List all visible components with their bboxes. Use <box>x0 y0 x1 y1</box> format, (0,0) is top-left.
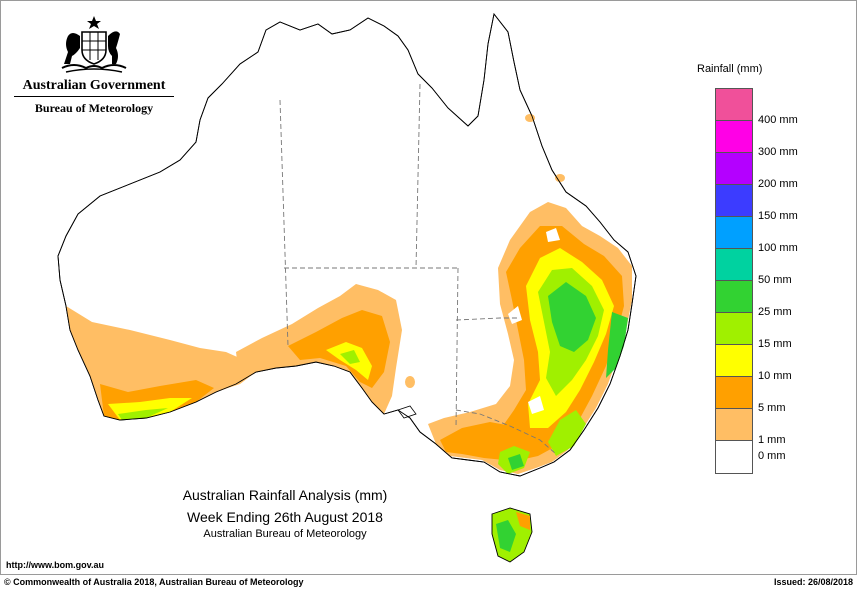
legend-swatch <box>716 313 752 345</box>
nsw-vic-border <box>455 409 557 455</box>
legend-swatch <box>716 377 752 409</box>
website-url[interactable]: http://www.bom.gov.au <box>6 560 104 570</box>
government-logo: Australian Government Bureau of Meteorol… <box>14 14 174 116</box>
legend-swatch <box>716 409 752 441</box>
kangaroo-island <box>397 405 417 419</box>
issued-date: Issued: 26/08/2018 <box>773 577 853 587</box>
tasmania-25mm <box>496 520 516 552</box>
eyre-spot <box>405 376 415 388</box>
legend-label: 5 mm <box>758 402 786 414</box>
nt-qld-border <box>415 83 421 269</box>
map-titles: Australian Rainfall Analysis (mm) Week E… <box>150 487 420 540</box>
sa-east-border <box>455 267 459 429</box>
legend-swatch <box>716 89 752 121</box>
legend-swatch <box>716 153 752 185</box>
east-25mm <box>548 282 596 352</box>
legend-label: 1 mm <box>758 434 786 446</box>
legend-label: 100 mm <box>758 242 798 254</box>
legend-swatch <box>716 121 752 153</box>
legend-label: 400 mm <box>758 114 798 126</box>
bureau-name: Bureau of Meteorology <box>34 101 154 115</box>
legend-swatch <box>716 441 752 473</box>
east-dry-pocket-3 <box>508 306 522 324</box>
legend-title: Rainfall (mm) <box>697 63 763 75</box>
legend-swatch <box>716 345 752 377</box>
legend-label: 150 mm <box>758 210 798 222</box>
legend-label: 25 mm <box>758 306 792 318</box>
east-dry-pocket-1 <box>528 396 544 414</box>
vic-5mm <box>440 422 520 460</box>
legend-swatch <box>716 281 752 313</box>
state-borders <box>279 83 557 455</box>
legend-label: 0 mm <box>758 450 786 462</box>
sw-wa-15mm <box>118 408 168 420</box>
cape-york-spot <box>525 114 535 122</box>
legend-label: 200 mm <box>758 178 798 190</box>
map-source: Australian Bureau of Meteorology <box>203 528 367 540</box>
legend-label: 300 mm <box>758 146 798 158</box>
copyright-notice: © Commonwealth of Australia 2018, Austra… <box>4 577 304 587</box>
legend-label: 50 mm <box>758 274 792 286</box>
legend-label: 15 mm <box>758 338 792 350</box>
rainfall-legend <box>715 88 753 474</box>
mainland-coastline <box>57 12 637 477</box>
government-title: Australian Government <box>14 78 174 97</box>
qld-nsw-border <box>455 317 520 321</box>
coat-of-arms-icon <box>61 16 127 73</box>
qld-coast-spot <box>555 174 565 182</box>
nsw-south-coast-15mm <box>548 410 586 456</box>
legend-label: 10 mm <box>758 370 792 382</box>
sa-15mm <box>340 350 360 364</box>
nsw-coast-25mm <box>606 312 628 378</box>
wa-border <box>279 99 289 347</box>
map-title: Australian Rainfall Analysis (mm) <box>182 487 388 503</box>
east-dry-pocket-2 <box>546 228 560 242</box>
legend-swatch <box>716 249 752 281</box>
vic-25mm <box>508 454 524 470</box>
legend-swatch <box>716 185 752 217</box>
map-period: Week Ending 26th August 2018 <box>187 509 383 525</box>
tasmania-5mm <box>516 512 530 530</box>
legend-swatch <box>716 217 752 249</box>
